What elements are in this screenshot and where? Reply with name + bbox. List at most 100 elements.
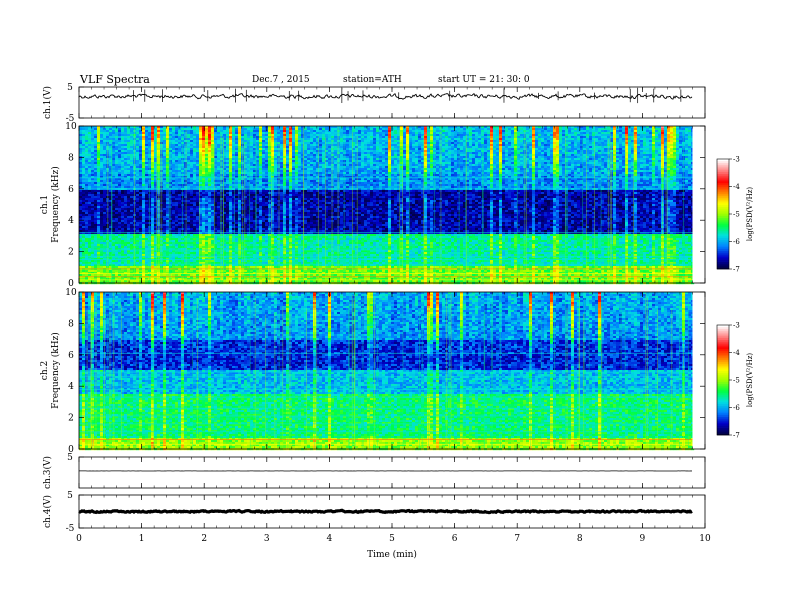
colorbar-cell <box>717 336 729 338</box>
x-tick-label: 8 <box>577 534 583 544</box>
x-axis-label: Time (min) <box>367 549 417 560</box>
y-tick-label: 10 <box>65 288 77 298</box>
colorbar-cell <box>717 225 729 227</box>
colorbar-cell <box>717 249 729 251</box>
colorbar-cell <box>717 419 729 421</box>
colorbar-cell <box>717 229 729 231</box>
colorbar-cell <box>717 253 729 255</box>
colorbar-cell <box>717 236 729 238</box>
colorbar-cell <box>717 387 729 389</box>
colorbar-cell <box>717 242 729 244</box>
x-tick-label: 1 <box>139 534 145 544</box>
colorbar-cell <box>717 391 729 393</box>
colorbar-cell <box>717 402 729 404</box>
colorbar-cell <box>717 212 729 214</box>
colorbar-cell <box>717 332 729 334</box>
colorbar-cell <box>717 192 729 194</box>
ch1-spec-empty <box>692 126 705 283</box>
colorbar-cell <box>717 203 729 205</box>
x-tick-label: 0 <box>76 534 82 544</box>
vlf-spectra-figure: -55ch.1(V)0246810ch.1 Frequency (kHz)-7-6… <box>0 0 792 612</box>
colorbar-tick-label: -7 <box>733 432 740 440</box>
colorbar-cell <box>717 183 729 185</box>
colorbar-cell <box>717 382 729 384</box>
colorbar-cell <box>717 345 729 347</box>
y-tick-label: 4 <box>68 216 74 226</box>
colorbar-cell <box>717 376 729 378</box>
colorbar-cell <box>717 375 729 377</box>
colorbar-cell <box>717 188 729 190</box>
ch1-spec-heatmap <box>79 126 694 284</box>
colorbar-cell <box>717 247 729 249</box>
colorbar-cell <box>717 420 729 422</box>
colorbar-cell <box>717 254 729 256</box>
colorbar-tick-label: -5 <box>733 211 740 219</box>
colorbar-cell <box>717 342 729 344</box>
x-tick-label: 2 <box>201 534 207 544</box>
colorbar-cell <box>717 356 729 358</box>
colorbar-cell <box>717 409 729 411</box>
colorbar-cell <box>717 265 729 267</box>
y-tick-label: 8 <box>68 319 74 329</box>
colorbar-cell <box>717 428 729 430</box>
colorbar-cell <box>717 384 729 386</box>
colorbar-tick-label: -6 <box>733 404 740 412</box>
x-tick-label: 7 <box>514 534 520 544</box>
colorbar-cell <box>717 408 729 410</box>
y-tick-label: 5 <box>67 453 73 463</box>
colorbar-cell <box>717 378 729 380</box>
colorbar-cell <box>717 179 729 181</box>
ch3-wave-ylabel: ch.3(V) <box>42 456 53 489</box>
colorbar-cell <box>717 398 729 400</box>
colorbar-tick-label: -5 <box>733 377 740 385</box>
colorbar-cell <box>717 258 729 260</box>
colorbar-cell <box>717 245 729 247</box>
colorbar-cell <box>717 334 729 336</box>
colorbar-cell <box>717 369 729 371</box>
colorbar-cell <box>717 196 729 198</box>
colorbar-cell <box>717 210 729 212</box>
colorbar-cell <box>717 367 729 369</box>
colorbar-cell <box>717 223 729 225</box>
y-tick-label: 6 <box>68 185 74 195</box>
colorbar-cell <box>717 400 729 402</box>
ch4-wave-trace <box>79 510 692 512</box>
x-tick-label: 5 <box>389 534 395 544</box>
y-tick-label: 6 <box>68 351 74 361</box>
colorbar-label: log(PSD(V²/Hz) <box>746 187 754 242</box>
colorbar-cell <box>717 386 729 388</box>
y-tick-label: 2 <box>68 248 74 258</box>
colorbar-cell <box>717 161 729 163</box>
colorbar-cell <box>717 260 729 262</box>
colorbar-cell <box>717 262 729 264</box>
x-tick-label: 4 <box>327 534 333 544</box>
colorbar-cell <box>717 243 729 245</box>
colorbar-cell <box>717 174 729 176</box>
y-tick-label: 5 <box>67 83 73 93</box>
colorbar-cell <box>717 168 729 170</box>
colorbar-cell <box>717 181 729 183</box>
colorbar-cell <box>717 404 729 406</box>
colorbar-tick-label: -3 <box>733 322 740 330</box>
colorbar-cell <box>717 353 729 355</box>
ch4-wave-ylabel: ch.4(V) <box>42 495 53 528</box>
colorbar-cell <box>717 185 729 187</box>
colorbar-cell <box>717 187 729 189</box>
colorbar-cell <box>717 165 729 167</box>
colorbar-cell <box>717 190 729 192</box>
colorbar-cell <box>717 364 729 366</box>
colorbar-cell <box>717 231 729 233</box>
colorbar-cell <box>717 406 729 408</box>
colorbar-cell <box>717 365 729 367</box>
colorbar-cell <box>717 209 729 211</box>
colorbar-cell <box>717 194 729 196</box>
colorbar-tick-label: -4 <box>733 183 740 191</box>
y-tick-label: 4 <box>68 382 74 392</box>
y-tick-label: -5 <box>66 524 75 534</box>
colorbar-cell <box>717 360 729 362</box>
colorbar-cell <box>717 207 729 209</box>
ch1-spec-ylabel-channel: ch.1 <box>40 195 50 214</box>
colorbar-cell <box>717 431 729 433</box>
colorbar-cell <box>717 338 729 340</box>
colorbar-label: log(PSD(V²/Hz) <box>746 353 754 408</box>
